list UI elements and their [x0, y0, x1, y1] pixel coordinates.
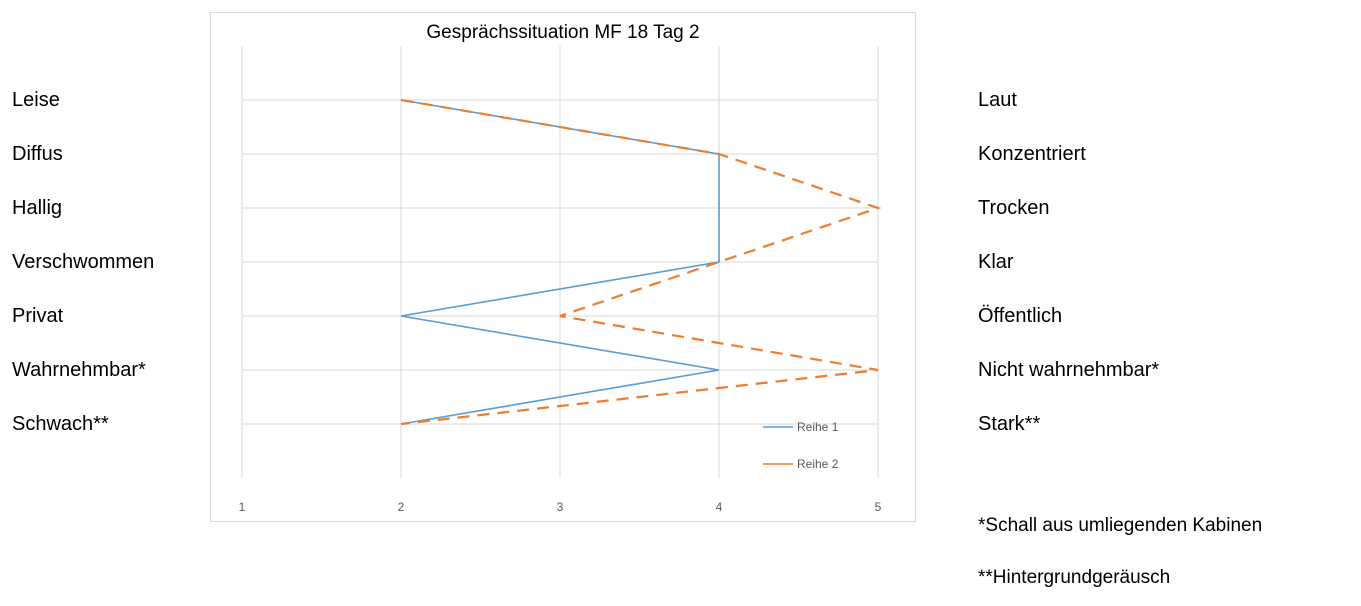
left-label-5: Wahrnehmbar* [12, 359, 146, 381]
footnote-1: *Schall aus umliegenden Kabinen [978, 515, 1263, 536]
right-label-4: Öffentlich [978, 305, 1063, 327]
footnote-2: **Hintergrundgeräusch [978, 567, 1171, 588]
right-label-0: Laut [978, 89, 1017, 111]
left-label-1: Diffus [12, 143, 63, 165]
left-label-2: Hallig [12, 197, 63, 219]
left-label-0: Leise [12, 89, 60, 111]
chart-area: Gesprächssituation MF 18 Tag 2 1 2 3 4 5 Reihe… [210, 12, 916, 522]
right-label-3: Klar [978, 251, 1014, 273]
left-label-6: Schwach** [12, 413, 109, 435]
left-label-3: Verschwommen [12, 251, 155, 273]
right-label-6: Stark** [978, 413, 1041, 435]
right-label-5: Nicht wahrnehmbar* [978, 359, 1160, 381]
x-tick-label-4: 5 [875, 500, 882, 514]
chart-title: Gesprächssituation MF 18 Tag 2 [426, 22, 699, 43]
left-label-4: Privat [12, 305, 64, 327]
x-tick-label-2: 3 [557, 500, 564, 514]
legend-label-1: Reihe 1 [797, 420, 839, 434]
x-tick-label-0: 1 [239, 500, 246, 514]
line-chart: Gesprächssituation MF 18 Tag 2 1 2 3 4 5 Reihe… [239, 22, 882, 514]
right-label-1: Konzentriert [978, 143, 1086, 165]
x-tick-label-1: 2 [398, 500, 405, 514]
right-label-2: Trocken [978, 197, 1050, 219]
legend-label-2: Reihe 2 [797, 457, 839, 471]
x-tick-label-3: 4 [716, 500, 723, 514]
